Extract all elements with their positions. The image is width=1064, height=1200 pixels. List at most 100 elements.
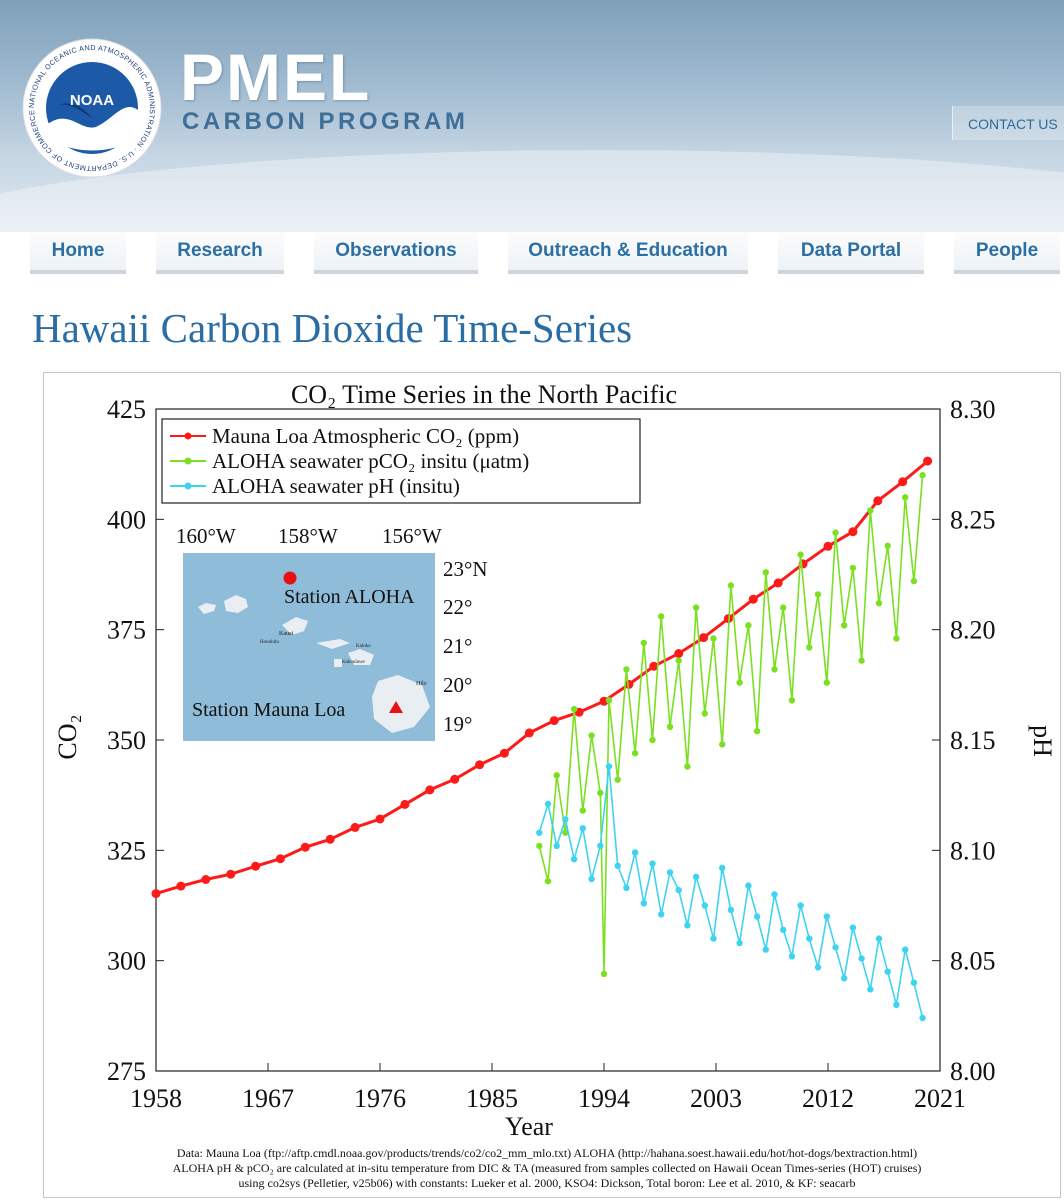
data-point: [536, 829, 543, 836]
island-maui: [348, 649, 374, 665]
data-point: [570, 705, 578, 713]
data-point: [176, 881, 186, 891]
nav-data-portal[interactable]: Data Portal: [778, 232, 924, 274]
y2-tick-label: 8.05: [950, 947, 996, 976]
data-point: [736, 939, 743, 947]
data-point: [350, 822, 360, 832]
data-point: [710, 635, 717, 642]
data-point: [201, 875, 211, 884]
map-lat-label: 23°N: [443, 557, 488, 581]
data-point: [701, 710, 708, 717]
data-point: [251, 861, 261, 871]
series-1: [536, 472, 926, 978]
station-aloha-marker: [283, 571, 297, 585]
brand-title[interactable]: PMEL: [180, 40, 372, 114]
data-point: [806, 935, 813, 942]
legend-marker-aloha-pco2: [184, 457, 192, 465]
data-point: [919, 1014, 926, 1022]
nav-home[interactable]: Home: [30, 232, 126, 274]
data-point: [151, 889, 161, 899]
island-kauai: [224, 595, 248, 613]
data-point: [788, 697, 796, 704]
map-lon-label: 156°W: [382, 524, 442, 548]
y2-tick-label: 8.00: [950, 1057, 996, 1086]
data-point: [832, 529, 839, 536]
nav-observations[interactable]: Observations: [314, 232, 478, 274]
map-lat-label: 19°: [443, 712, 472, 736]
map-lat-label: 20°: [443, 673, 472, 697]
data-point: [658, 613, 665, 620]
data-point: [902, 946, 909, 953]
data-point: [623, 666, 630, 673]
data-point: [640, 900, 647, 907]
nav-outreach-education[interactable]: Outreach & Education: [508, 232, 748, 274]
data-point: [605, 763, 613, 770]
data-point: [910, 577, 918, 585]
island-molokai: [316, 639, 350, 649]
x-tick-label: 2012: [802, 1084, 854, 1113]
data-point: [623, 884, 630, 891]
data-point: [875, 600, 883, 607]
data-point: [675, 886, 682, 894]
y2-tick-label: 8.15: [950, 726, 996, 755]
data-point: [275, 854, 285, 864]
legend-marker-mauna-loa: [184, 432, 192, 440]
x-tick-label: 1967: [242, 1084, 294, 1113]
x-tick-label: 1958: [130, 1084, 182, 1113]
data-point: [873, 496, 883, 506]
data-point: [719, 864, 726, 872]
island-oahu: [282, 617, 308, 635]
data-point: [762, 569, 769, 576]
data-point: [841, 975, 848, 982]
data-point: [771, 666, 778, 673]
data-point: [806, 644, 813, 651]
data-point: [727, 906, 735, 914]
data-point: [325, 834, 335, 844]
nav-people[interactable]: People: [954, 232, 1060, 274]
data-point: [773, 578, 783, 588]
data-point: [884, 968, 891, 975]
data-point: [745, 622, 752, 629]
map-lat-label: 21°: [443, 634, 472, 658]
data-point: [544, 878, 552, 885]
station-mauna-loa-label: Station Mauna Loa: [192, 699, 345, 721]
data-point: [832, 944, 839, 951]
y-tick-label: 375: [107, 616, 146, 645]
noaa-logo[interactable]: NATIONAL OCEANIC AND ATMOSPHERIC ADMINIS…: [22, 38, 162, 178]
data-point: [797, 902, 804, 909]
data-point: [823, 541, 833, 551]
data-point: [849, 564, 857, 572]
legend-aloha-pco2: ALOHA seawater pCO₂ insitu (μatm): [212, 449, 529, 473]
contact-us-link[interactable]: CONTACT US: [952, 106, 1064, 140]
island-niihau: [198, 603, 216, 614]
data-point: [910, 979, 918, 986]
data-point: [849, 924, 857, 931]
data-point: [588, 732, 595, 739]
y2-tick-label: 8.20: [950, 616, 996, 645]
data-point: [549, 716, 559, 726]
y2-tick-label: 8.25: [950, 505, 996, 534]
data-point: [771, 891, 778, 898]
x-tick-label: 2021: [914, 1084, 966, 1113]
data-point: [727, 582, 735, 589]
data-point: [814, 964, 822, 971]
data-point: [675, 657, 682, 664]
data-point: [841, 622, 848, 629]
legend-marker-aloha-ph: [184, 482, 192, 490]
nav-research[interactable]: Research: [156, 232, 284, 274]
data-point: [658, 911, 665, 918]
x-tick-label: 2003: [690, 1084, 742, 1113]
data-point: [893, 635, 900, 642]
data-point: [631, 849, 639, 856]
island-label: Honolulu: [260, 640, 279, 645]
x-axis-label: Year: [505, 1112, 553, 1141]
y-tick-label: 350: [107, 726, 146, 755]
legend-aloha-ph: ALOHA seawater pH (insitu): [212, 474, 460, 498]
data-point: [797, 551, 804, 558]
data-point: [597, 789, 604, 797]
y-tick-label: 300: [107, 947, 146, 976]
page-title: Hawaii Carbon Dioxide Time-Series: [32, 305, 633, 351]
data-point: [692, 604, 700, 611]
data-point: [745, 882, 752, 889]
data-point: [893, 1001, 900, 1008]
